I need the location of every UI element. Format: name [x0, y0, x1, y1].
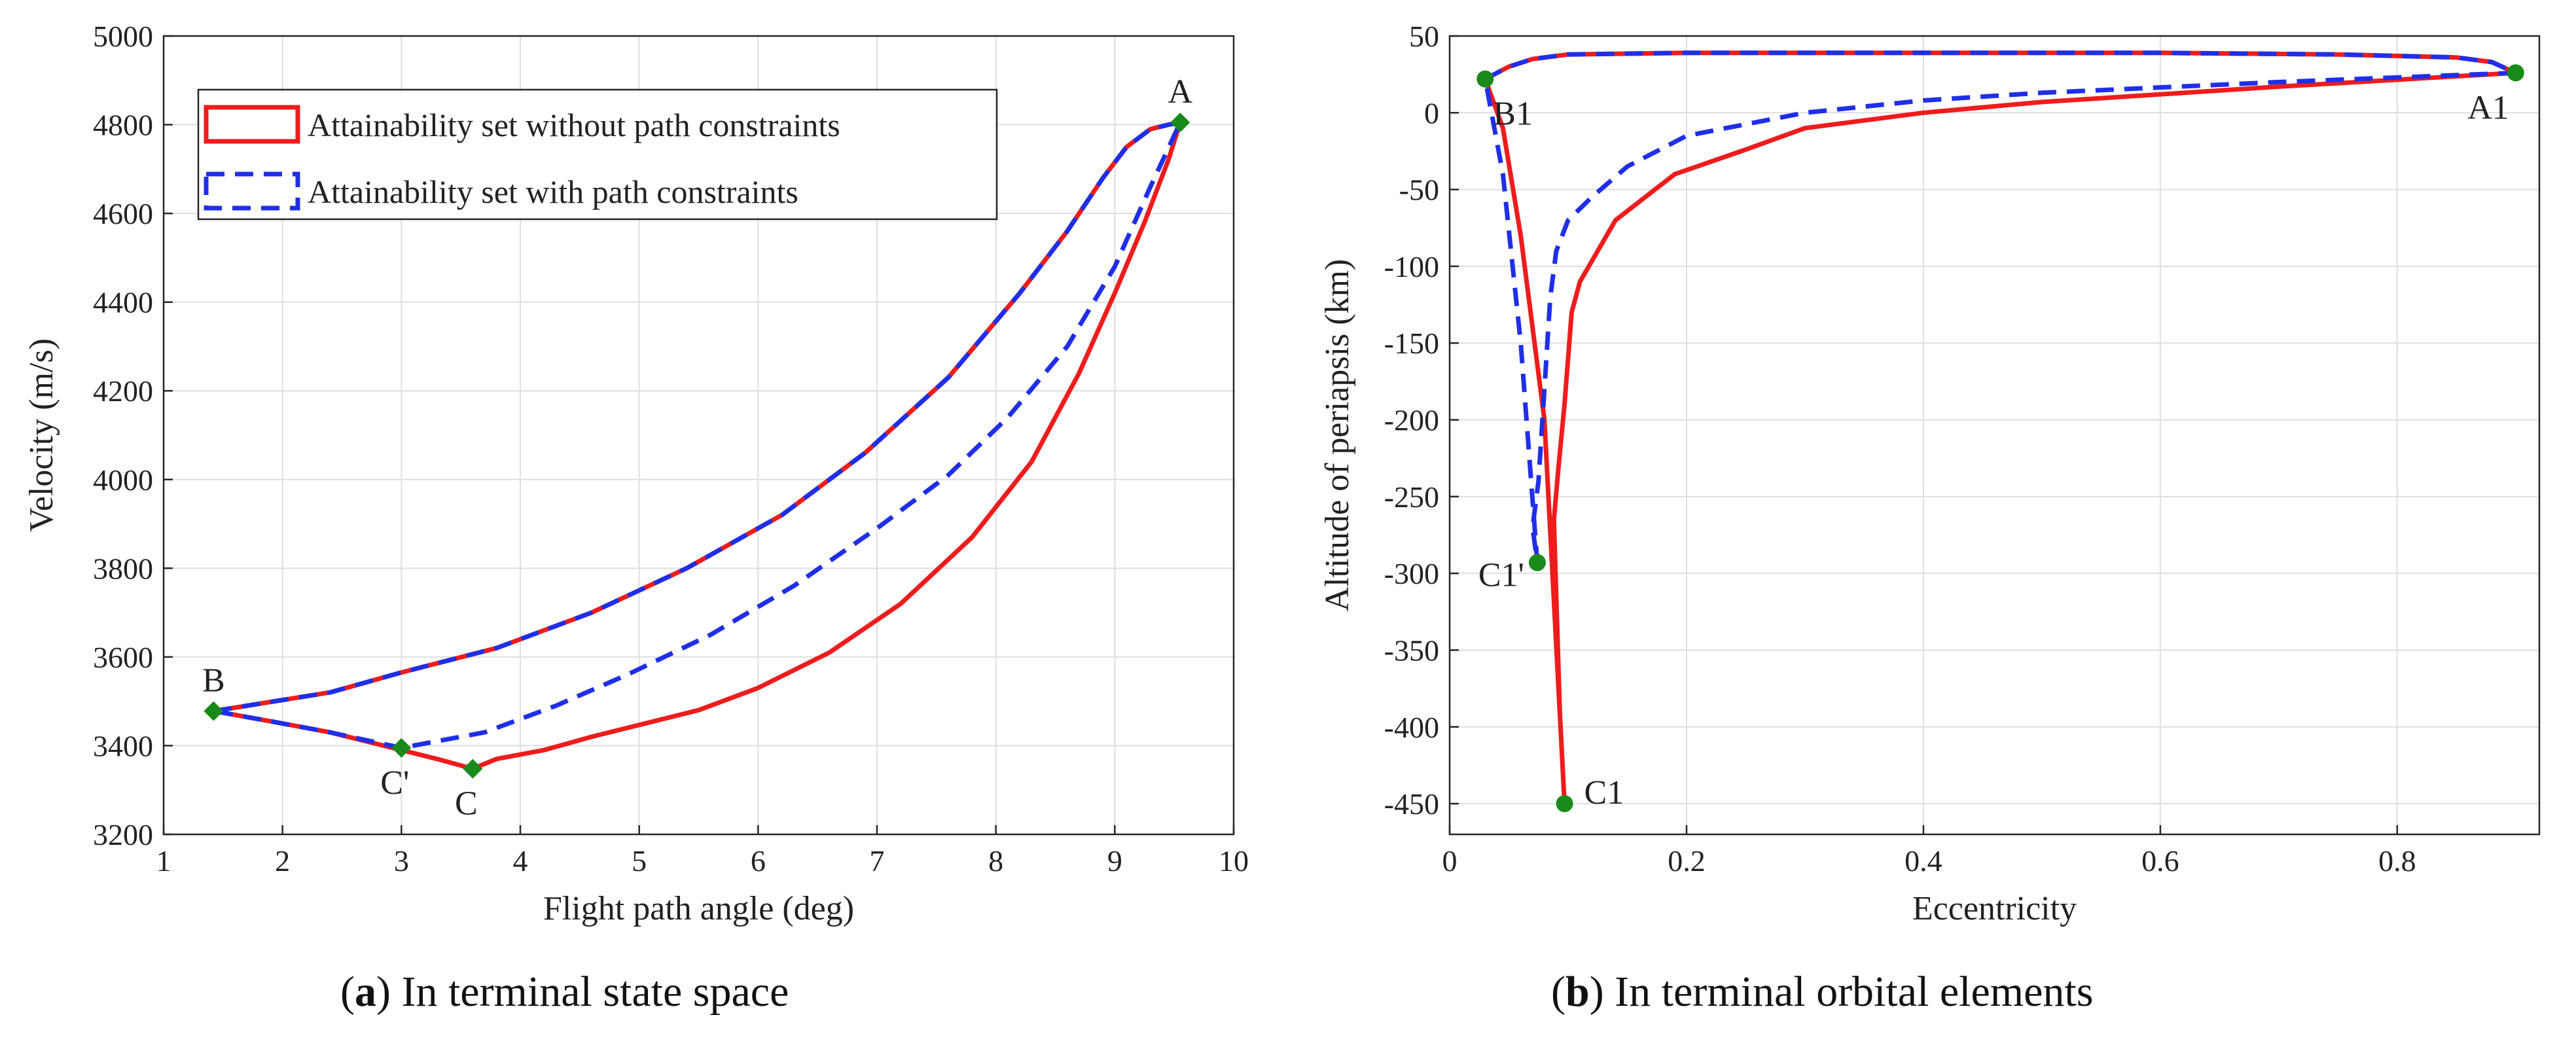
point-marker: [391, 738, 412, 758]
y-tick-label: -250: [1384, 480, 1439, 514]
y-tick-label: 3600: [93, 641, 153, 674]
point-label: C': [380, 764, 409, 802]
x-tick-label: 10: [1219, 844, 1249, 878]
x-tick-label: 8: [988, 844, 1003, 878]
y-tick-label: 3400: [93, 729, 153, 762]
x-tick-label: 1: [156, 844, 171, 878]
legend-entry-1: Attainability set with path constraints: [308, 173, 798, 210]
y-axis-label: Velocity (m/s): [23, 338, 60, 532]
y-tick-label: 3800: [93, 552, 153, 585]
y-tick-label: 50: [1409, 20, 1439, 53]
x-axis-label: Eccentricity: [1912, 890, 2077, 927]
caption-b-letter: b: [1565, 968, 1590, 1016]
x-tick-label: 0: [1442, 844, 1458, 878]
legend-entry-0: Attainability set without path constrain…: [308, 107, 840, 143]
x-tick-label: 0.4: [1905, 844, 1942, 878]
point-marker: [204, 701, 224, 721]
point-marker: [463, 758, 483, 779]
x-tick-label: 2: [275, 844, 290, 878]
caption-b-text: ) In terminal orbital elements: [1589, 968, 2094, 1016]
axes-box: [162, 35, 1235, 836]
y-tick-label: 3200: [93, 818, 153, 851]
point-label: C1': [1478, 557, 1524, 594]
y-tick-label: 4600: [93, 197, 153, 230]
y-tick-label: 4800: [93, 109, 153, 142]
point-label: A1: [2467, 89, 2509, 126]
x-tick-label: 5: [632, 844, 647, 878]
series-line-with-constraints: [213, 120, 1183, 751]
y-tick-label: -200: [1384, 404, 1439, 437]
x-tick-label: 7: [870, 844, 885, 878]
y-tick-label: 0: [1424, 96, 1439, 130]
y-tick-label: -100: [1384, 250, 1439, 283]
y-tick-label: 4400: [93, 286, 153, 319]
caption-b-open: (: [1551, 968, 1565, 1016]
point-marker: [1170, 113, 1190, 133]
caption-a-text: ) In terminal state space: [376, 968, 789, 1016]
x-axis-label: Flight path angle (deg): [543, 890, 854, 927]
series-line-with-constraints: [1482, 50, 2518, 565]
series-line-without-constraints: [1483, 50, 2518, 806]
legend-swatch-0: [204, 105, 300, 144]
caption-a: (a) In terminal state space: [340, 967, 789, 1017]
point-marker: [2507, 64, 2524, 82]
x-tick-label: 6: [751, 844, 766, 878]
point-marker: [1556, 795, 1573, 813]
y-tick-label: -50: [1399, 173, 1439, 207]
y-tick-label: -350: [1384, 633, 1439, 667]
point-label: B: [202, 662, 225, 700]
point-label: C1: [1584, 774, 1624, 811]
point-marker: [1476, 70, 1494, 88]
point-marker: [1528, 554, 1546, 571]
caption-b: (b) In terminal orbital elements: [1551, 967, 2093, 1017]
x-tick-label: 3: [394, 844, 409, 878]
point-label: A: [1168, 73, 1192, 111]
y-tick-label: -150: [1384, 327, 1439, 360]
y-tick-label: 4000: [93, 463, 153, 497]
caption-a-open: (: [340, 968, 355, 1016]
axes-box: [1448, 35, 2541, 836]
x-tick-label: 0.6: [2141, 844, 2179, 878]
series-line-without-constraints: [213, 120, 1183, 772]
x-tick-label: 0.8: [2378, 844, 2416, 878]
y-tick-label: 4200: [93, 374, 153, 408]
x-tick-label: 9: [1107, 844, 1122, 878]
y-tick-label: -450: [1384, 787, 1439, 821]
x-tick-label: 4: [513, 844, 528, 878]
chart-b: 0 0.2 0.4 0.6 0.8 -450 -400 -350 -300 -250 -200 -15…: [1319, 20, 2541, 927]
legend-swatch-1: [204, 171, 300, 211]
y-axis-label: Altitude of periapsis (km): [1319, 259, 1356, 612]
y-tick-label: -400: [1384, 711, 1439, 744]
point-label: C: [455, 785, 478, 823]
y-tick-label: 5000: [93, 20, 153, 53]
legend-box: [197, 88, 998, 221]
caption-a-letter: a: [354, 968, 376, 1016]
chart-a: 1 2 3 4 5 6 7 8 9 10 3200 3400 3600 3800 4000 4200 4400 4…: [23, 20, 1249, 927]
point-label: B1: [1493, 96, 1533, 133]
x-tick-label: 0.2: [1668, 844, 1706, 878]
y-tick-label: -300: [1384, 557, 1439, 590]
